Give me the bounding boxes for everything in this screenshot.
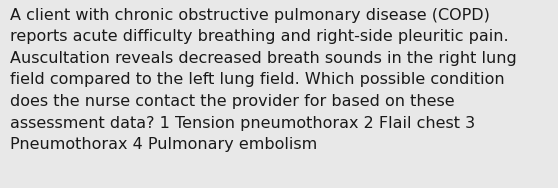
Text: A client with chronic obstructive pulmonary disease (COPD)
reports acute difficu: A client with chronic obstructive pulmon…: [10, 8, 517, 152]
